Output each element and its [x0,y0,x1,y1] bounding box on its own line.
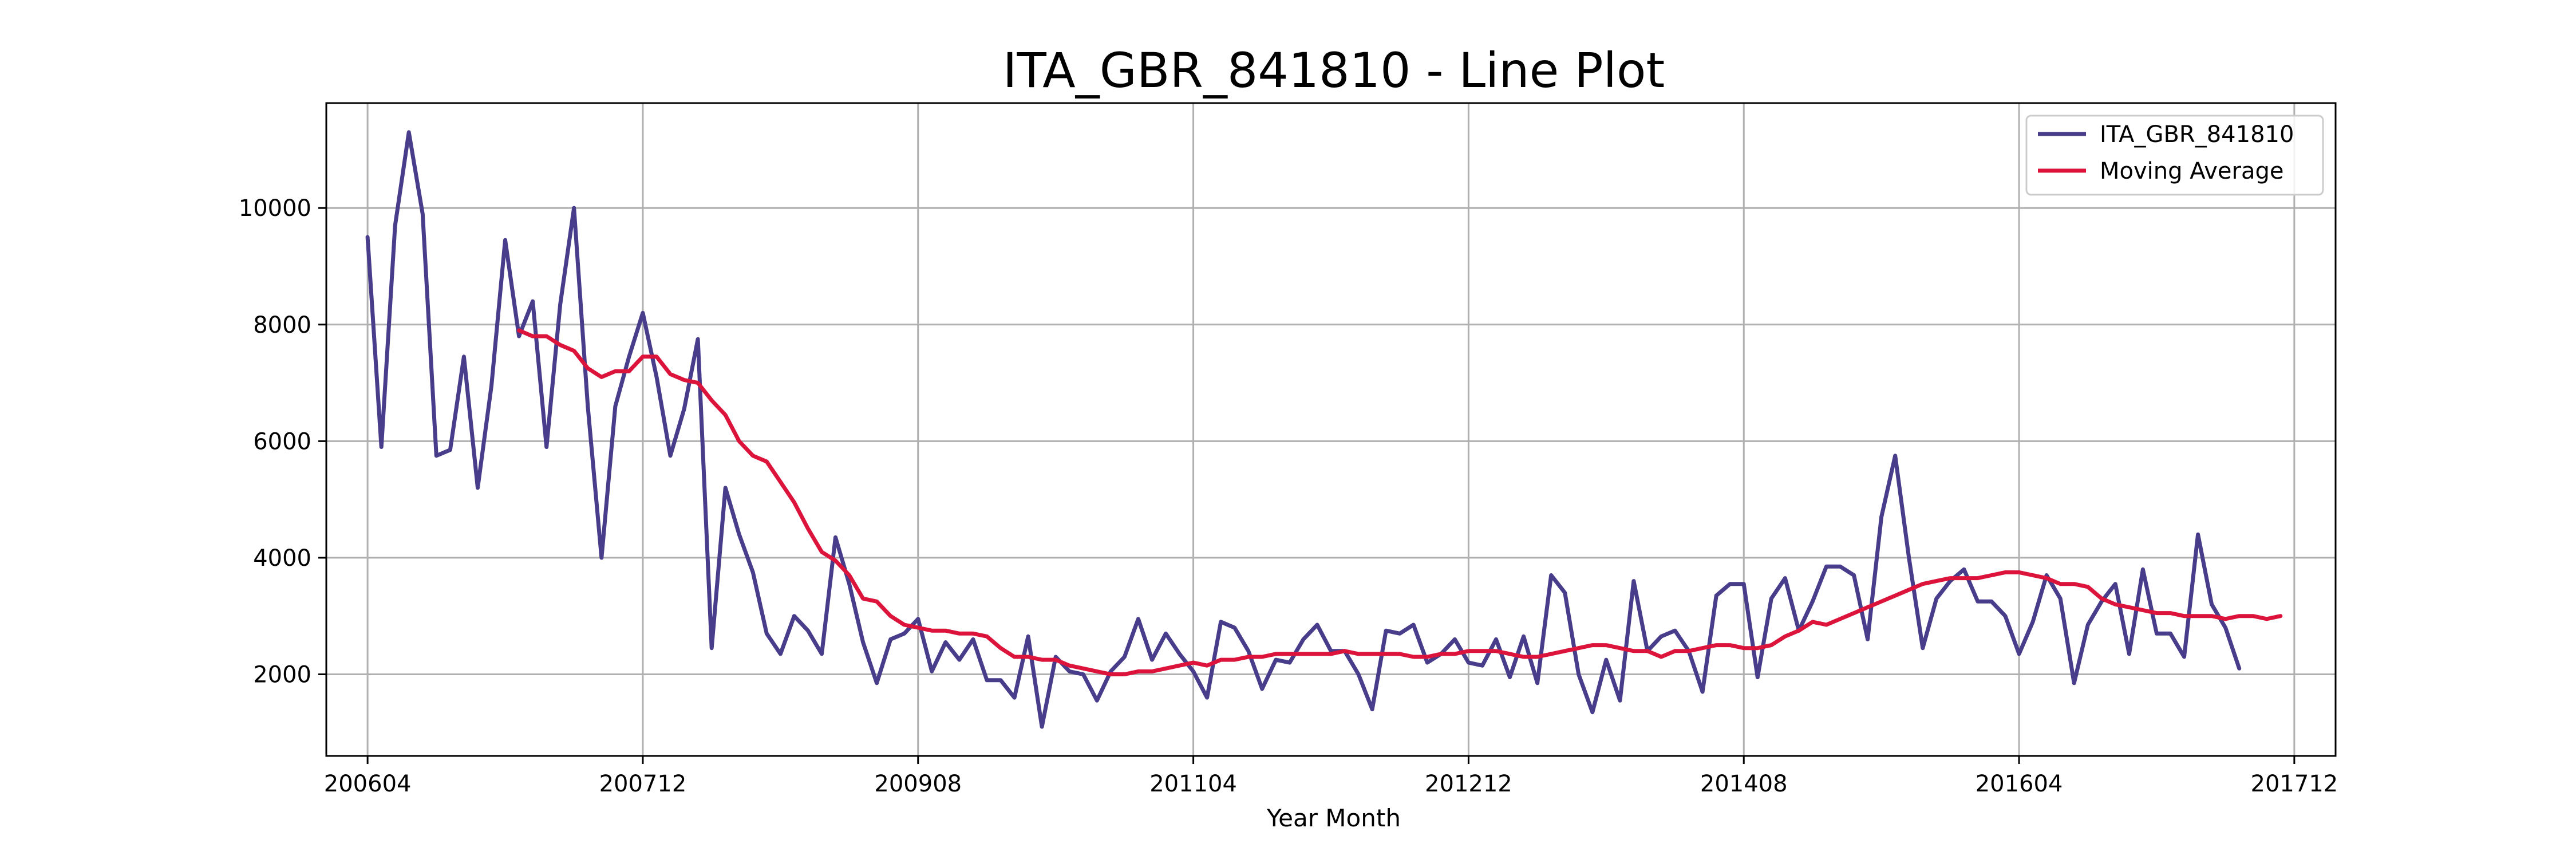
series-line-ita-gbr-841810 [365,130,2242,729]
y-tick-label: 8000 [253,312,311,338]
x-tick-label: 200604 [324,771,412,797]
chart-title: ITA_GBR_841810 - Line Plot [1003,42,1665,98]
x-tick-label: 201408 [1700,771,1788,797]
x-tick-label: 201104 [1149,771,1237,797]
x-tick-label: 200712 [599,771,687,797]
y-tick-label: 6000 [253,428,311,455]
x-tick-label: 200908 [874,771,962,797]
legend-box [2025,115,2324,196]
plot-frame [325,102,2337,757]
y-tick-label: 4000 [253,545,311,572]
x-axis-label: Year Month [1266,804,1401,832]
y-tick-label: 10000 [239,195,311,222]
plot-series [365,130,2283,729]
axis-ticks: 200604 200712 200908 201104 201212 201408 2016… [239,195,2338,797]
y-tick-label: 2000 [253,662,311,688]
x-tick-label: 201712 [2251,771,2338,797]
legend-label: ITA_GBR_841810 [2100,121,2294,148]
x-tick-label: 201604 [1976,771,2063,797]
series-line-moving-average [517,328,2283,676]
x-tick-label: 201212 [1425,771,1512,797]
legend-label: Moving Average [2100,158,2283,184]
grid-lines [326,103,2336,756]
legend: ITA_GBR_841810 Moving Average [2025,115,2324,196]
